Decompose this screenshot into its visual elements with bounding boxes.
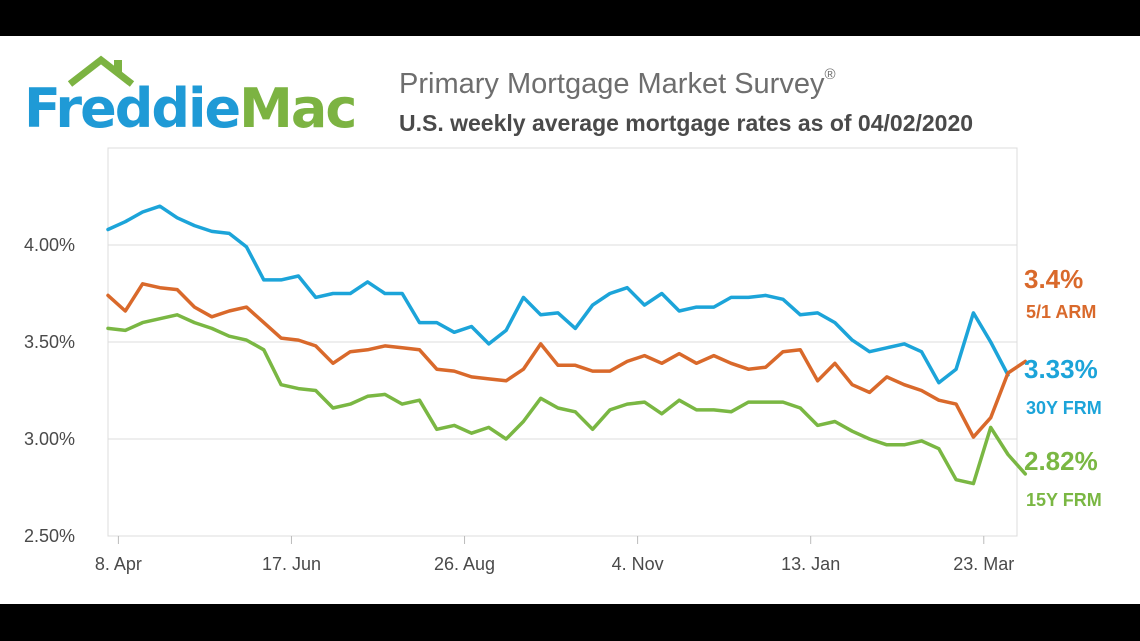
series-line-15y-frm xyxy=(106,313,1028,486)
chart-title: Primary Mortgage Market Survey® xyxy=(399,66,836,101)
freddie-mac-logo: FreddieMac xyxy=(24,54,364,154)
logo-word-freddie: Freddie xyxy=(24,77,241,140)
series-name-label: 30Y FRM xyxy=(1026,398,1102,418)
series-name-label: 15Y FRM xyxy=(1026,490,1102,510)
y-tick-label: 2.50% xyxy=(24,526,75,546)
x-tick-label: 4. Nov xyxy=(612,554,664,574)
end-value-label: 3.4% xyxy=(1024,264,1083,294)
y-tick-label: 3.00% xyxy=(24,429,75,449)
y-axis: 4.00% 3.50% 3.00% 2.50% xyxy=(24,235,75,546)
y-tick-label: 3.50% xyxy=(24,332,75,352)
y-tick-label: 4.00% xyxy=(24,235,75,255)
series-line-30y-frm xyxy=(106,204,1010,385)
x-tick-label: 26. Aug xyxy=(434,554,495,574)
chart-subtitle: U.S. weekly average mortgage rates as of… xyxy=(399,110,974,136)
x-tick-label: 23. Mar xyxy=(953,554,1014,574)
end-value-label: 2.82% xyxy=(1024,446,1098,476)
x-tick-label: 8. Apr xyxy=(95,554,142,574)
line-chart: 4.00% 3.50% 3.00% 2.50% 8. Apr 17. Jun 26. Au… xyxy=(24,147,1102,574)
series-name-label: 5/1 ARM xyxy=(1026,302,1096,322)
x-axis: 8. Apr 17. Jun 26. Aug 4. Nov 13. Jan 23. Mar xyxy=(95,536,1014,574)
x-tick-label: 13. Jan xyxy=(781,554,840,574)
logo-word-mac: Mac xyxy=(239,77,357,140)
series-line-5-1-arm xyxy=(106,282,1028,439)
end-value-label: 3.33% xyxy=(1024,354,1098,384)
x-tick-label: 17. Jun xyxy=(262,554,321,574)
chart-panel: FreddieMac Primary Mortgage Market Surve… xyxy=(0,36,1140,604)
logo-wordmark: FreddieMac xyxy=(24,82,357,136)
end-labels: 3.33% 30Y FRM 3.4% 5/1 ARM 2.82% 15Y FRM xyxy=(1024,264,1102,510)
house-roof-icon xyxy=(67,55,135,87)
series-lines xyxy=(106,204,1028,486)
registered-mark: ® xyxy=(824,66,836,83)
chart-title-text: Primary Mortgage Market Survey xyxy=(399,68,825,100)
grid-lines xyxy=(107,147,1018,537)
